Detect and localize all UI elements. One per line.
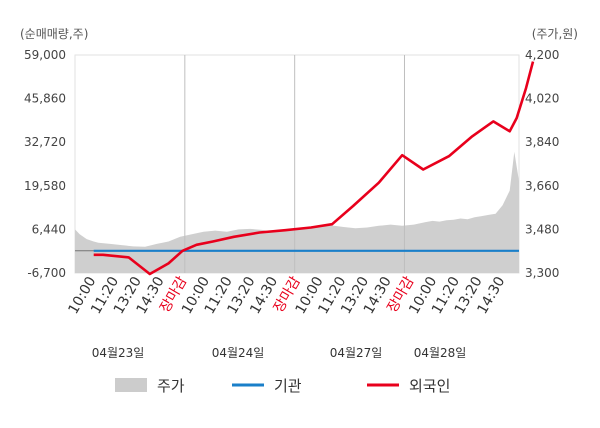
right-tick-label: 3,840: [525, 135, 559, 149]
price-area-layer: [75, 151, 519, 273]
right-tick-label: 4,200: [525, 48, 559, 62]
left-axis-label: (순매매량,주): [20, 27, 88, 41]
legend: 주가 기관 외국인: [115, 377, 450, 395]
date-label: 04월23일: [92, 346, 145, 360]
right-tick-label: 3,300: [525, 266, 559, 280]
legend-swatch-price: [115, 378, 147, 392]
date-labels: 04월23일 04월24일 04월27일 04월28일: [92, 346, 467, 360]
legend-label: 기관: [274, 377, 302, 395]
legend-label: 주가: [157, 377, 185, 395]
date-label: 04월24일: [212, 346, 265, 360]
left-tick-label: 32,720: [24, 135, 66, 149]
left-tick-label: 45,860: [24, 92, 66, 106]
right-axis-label: (주가,원): [532, 27, 578, 41]
left-tick-label: 19,580: [24, 179, 66, 193]
date-label: 04월27일: [330, 346, 383, 360]
right-tick-label: 4,020: [525, 92, 559, 106]
price-area: [75, 151, 519, 273]
foreign-series-line: [93, 61, 535, 276]
left-tick-labels: 59,000 45,860 32,720 19,580 6,440 -6,700: [24, 48, 66, 280]
right-tick-label: 3,660: [525, 179, 559, 193]
right-tick-labels: 4,200 4,020 3,840 3,660 3,480 3,300: [525, 48, 559, 280]
legend-label: 외국인: [409, 377, 450, 395]
right-tick-label: 3,480: [525, 222, 559, 236]
left-tick-label: 59,000: [24, 48, 66, 62]
left-tick-label: 6,440: [32, 222, 66, 236]
line-layer: [93, 61, 535, 276]
left-tick-label: -6,700: [27, 266, 66, 280]
x-tick-labels: 10:0011:2013:2014:30장마감10:0011:2013:2014…: [65, 274, 508, 317]
date-label: 04월28일: [414, 346, 467, 360]
